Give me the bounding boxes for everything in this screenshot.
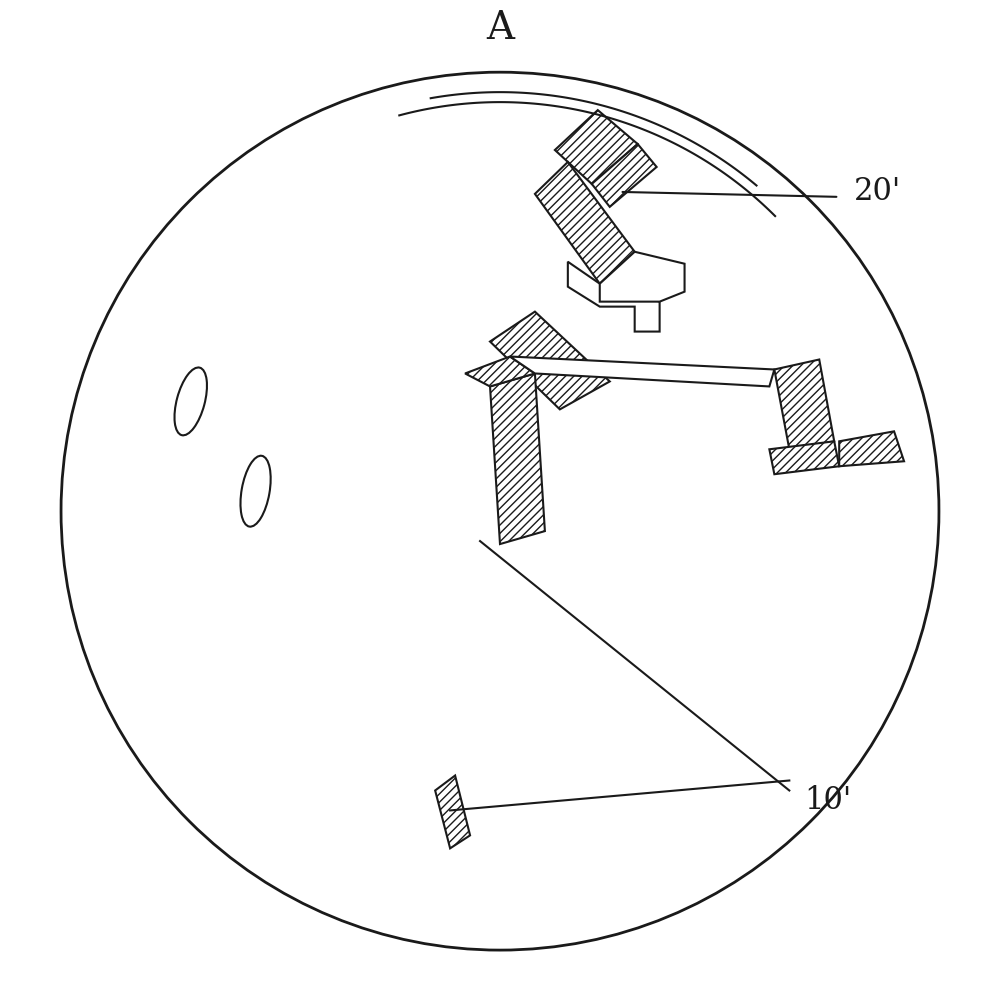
Text: 10': 10'	[804, 785, 852, 816]
Text: A: A	[486, 10, 514, 48]
Polygon shape	[568, 261, 660, 332]
Polygon shape	[490, 311, 610, 410]
Ellipse shape	[174, 368, 207, 435]
Text: 20': 20'	[854, 176, 901, 208]
Polygon shape	[839, 431, 904, 466]
Polygon shape	[600, 251, 685, 301]
Polygon shape	[592, 144, 657, 207]
Ellipse shape	[240, 455, 271, 527]
Polygon shape	[555, 110, 638, 184]
Polygon shape	[490, 374, 545, 544]
Polygon shape	[535, 162, 635, 283]
Polygon shape	[510, 357, 774, 387]
Polygon shape	[769, 441, 839, 474]
Polygon shape	[774, 360, 834, 449]
Polygon shape	[465, 357, 535, 387]
Polygon shape	[435, 775, 470, 848]
